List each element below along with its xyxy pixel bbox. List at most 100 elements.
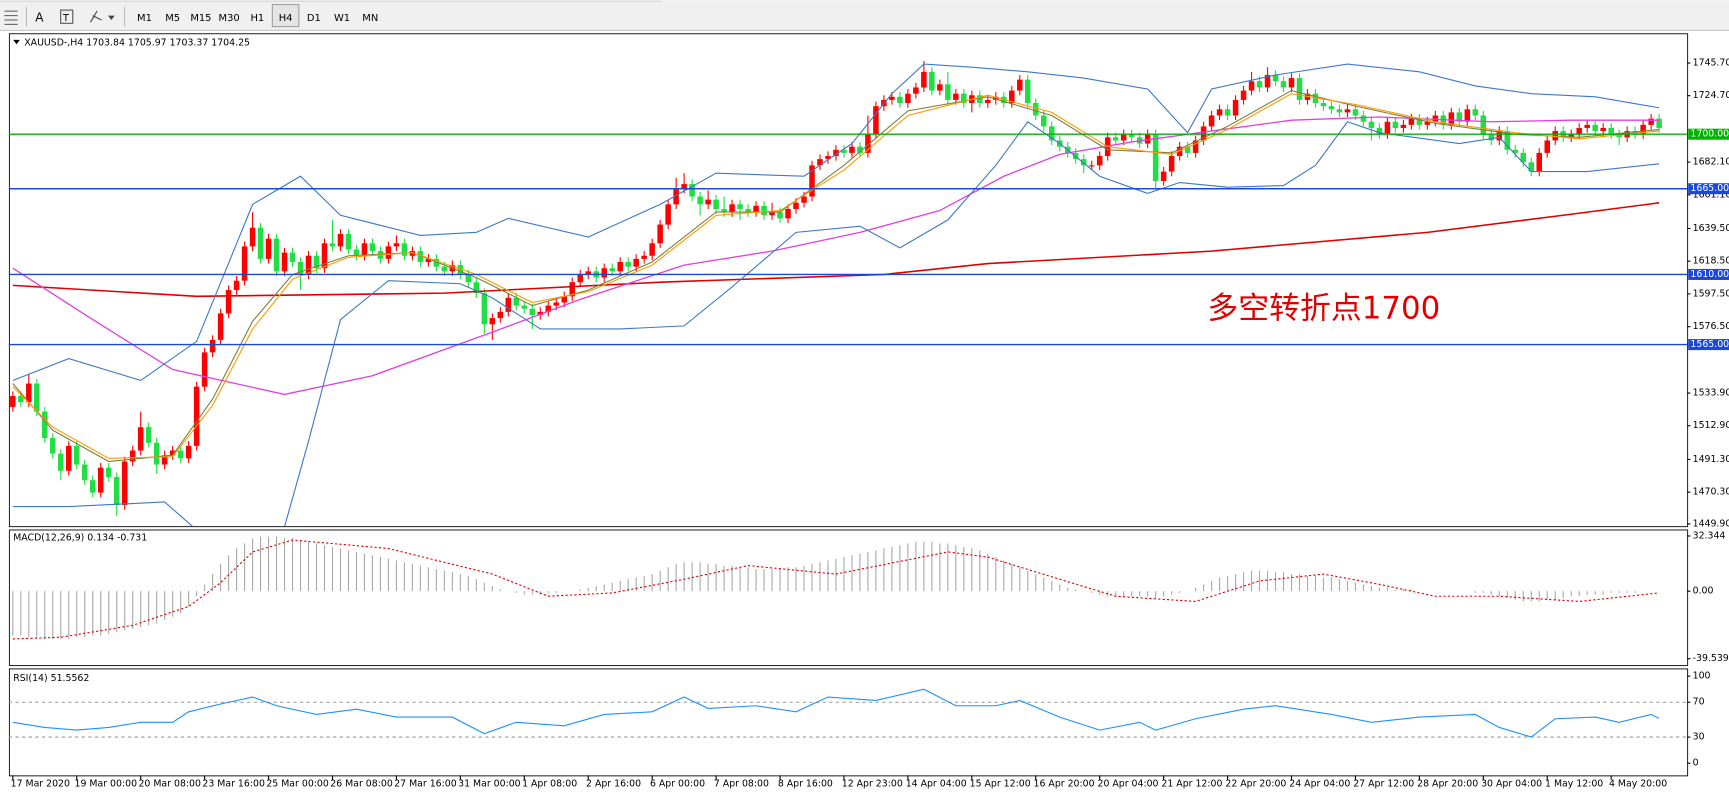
candle-body bbox=[889, 96, 895, 100]
candle-body bbox=[89, 480, 96, 493]
candle-body bbox=[121, 461, 128, 506]
candle-body bbox=[177, 450, 184, 459]
candle-body bbox=[273, 238, 280, 272]
candle-body bbox=[1376, 127, 1383, 135]
y-tick-label: 100 bbox=[1693, 671, 1711, 682]
candle-body bbox=[1080, 159, 1087, 166]
signal-line bbox=[12, 539, 1660, 640]
candle-body bbox=[1656, 118, 1662, 128]
candle-body bbox=[1296, 78, 1303, 100]
timeframe-button[interactable]: W1 bbox=[334, 13, 350, 24]
y-tick-label: 1661.10 bbox=[1693, 189, 1729, 200]
x-tick-label: 22 Apr 20:00 bbox=[1225, 779, 1286, 790]
candle-body bbox=[553, 302, 560, 306]
candle-body bbox=[905, 93, 911, 104]
candle-body bbox=[265, 238, 272, 259]
x-tick-label: 21 Apr 12:00 bbox=[1161, 779, 1222, 790]
x-tick-label: 2 Apr 16:00 bbox=[586, 779, 641, 790]
candle-body bbox=[561, 296, 568, 303]
candle-body bbox=[1009, 90, 1015, 104]
candle-body bbox=[34, 383, 40, 412]
level-label: 1565.00 bbox=[1690, 339, 1729, 350]
timeframe-button[interactable]: M5 bbox=[165, 13, 180, 24]
candle-body bbox=[305, 255, 312, 275]
toolbar: A T M1 M5 M15 M30 H1 H4 D1 W1 MN bbox=[0, 0, 1729, 32]
y-tick-label: 1576.50 bbox=[1693, 321, 1729, 332]
candle-body bbox=[97, 467, 104, 493]
candle-body bbox=[1096, 156, 1103, 166]
candle-body bbox=[1025, 79, 1031, 104]
candle-body bbox=[249, 227, 256, 247]
candle-body bbox=[129, 450, 136, 462]
candle-body bbox=[1256, 81, 1263, 88]
candle-body bbox=[1272, 74, 1279, 82]
candle-body bbox=[50, 438, 56, 454]
candle-body bbox=[417, 251, 424, 262]
title-arrow bbox=[13, 39, 20, 45]
x-tick-label: 1 Apr 08:00 bbox=[522, 779, 577, 790]
timeframe-button[interactable]: M15 bbox=[190, 13, 211, 24]
candle-body bbox=[849, 146, 855, 153]
candle-body bbox=[681, 184, 687, 189]
candle-body bbox=[697, 196, 703, 205]
timeframe-button[interactable]: M30 bbox=[219, 13, 240, 24]
candle-body bbox=[753, 205, 759, 213]
text-tool[interactable]: A bbox=[35, 10, 44, 24]
candle-body bbox=[10, 395, 16, 407]
indicator-line bbox=[12, 121, 1660, 527]
candle-body bbox=[409, 251, 416, 256]
dropdown[interactable] bbox=[108, 15, 115, 20]
rsi-line bbox=[12, 688, 1660, 738]
candle-body bbox=[257, 227, 264, 259]
candle-body bbox=[217, 313, 224, 340]
candle-body bbox=[793, 202, 799, 209]
candle-body bbox=[993, 96, 999, 100]
timeframe-button[interactable]: MN bbox=[362, 13, 378, 24]
candle-body bbox=[857, 146, 863, 153]
timeframe-button[interactable]: M1 bbox=[137, 13, 152, 24]
indicator-line bbox=[12, 63, 1660, 382]
y-tick-label: 32.344 bbox=[1693, 531, 1726, 542]
menu-icon[interactable] bbox=[4, 10, 18, 25]
x-tick-label: 8 Apr 16:00 bbox=[778, 779, 833, 790]
timeframe-button[interactable]: H1 bbox=[250, 13, 264, 24]
candle-body bbox=[1536, 152, 1543, 172]
candle-body bbox=[913, 87, 919, 94]
candle-body bbox=[865, 134, 871, 153]
y-tick-label: 1745.70 bbox=[1693, 57, 1729, 68]
candle-body bbox=[1128, 134, 1135, 138]
candle-body bbox=[441, 266, 448, 272]
candle-body bbox=[521, 305, 528, 309]
x-tick-label: 16 Apr 20:00 bbox=[1034, 779, 1095, 790]
candle-body bbox=[113, 477, 120, 506]
candle-body bbox=[961, 93, 967, 104]
timeframe-button[interactable]: H4 bbox=[279, 13, 293, 24]
candle-body bbox=[1464, 109, 1471, 122]
arrow-tool[interactable] bbox=[89, 10, 102, 23]
candle-body bbox=[873, 106, 879, 135]
candle-body bbox=[817, 159, 823, 166]
candle-body bbox=[1616, 134, 1622, 138]
y-tick-label: 1512.90 bbox=[1693, 420, 1729, 431]
y-tick-label: -39.539 bbox=[1693, 653, 1729, 664]
candle-body bbox=[825, 156, 831, 160]
candle-body bbox=[1640, 124, 1646, 135]
label-tool[interactable] bbox=[60, 9, 74, 24]
candle-body bbox=[1520, 152, 1527, 163]
y-tick-label: 30 bbox=[1693, 732, 1705, 743]
candle-body bbox=[985, 99, 991, 104]
candle-body bbox=[1288, 78, 1295, 88]
indicator-line bbox=[12, 93, 1660, 459]
candle-body bbox=[42, 411, 48, 439]
plot-area bbox=[8, 688, 1688, 738]
candle-body bbox=[1416, 118, 1423, 125]
candle-body bbox=[73, 445, 80, 465]
x-tick-label: 7 Apr 08:00 bbox=[714, 779, 769, 790]
candle-body bbox=[1200, 126, 1207, 141]
timeframe-button[interactable]: D1 bbox=[307, 13, 321, 24]
candle-body bbox=[1328, 106, 1335, 110]
candle-body bbox=[737, 204, 743, 209]
candle-body bbox=[1184, 146, 1191, 153]
